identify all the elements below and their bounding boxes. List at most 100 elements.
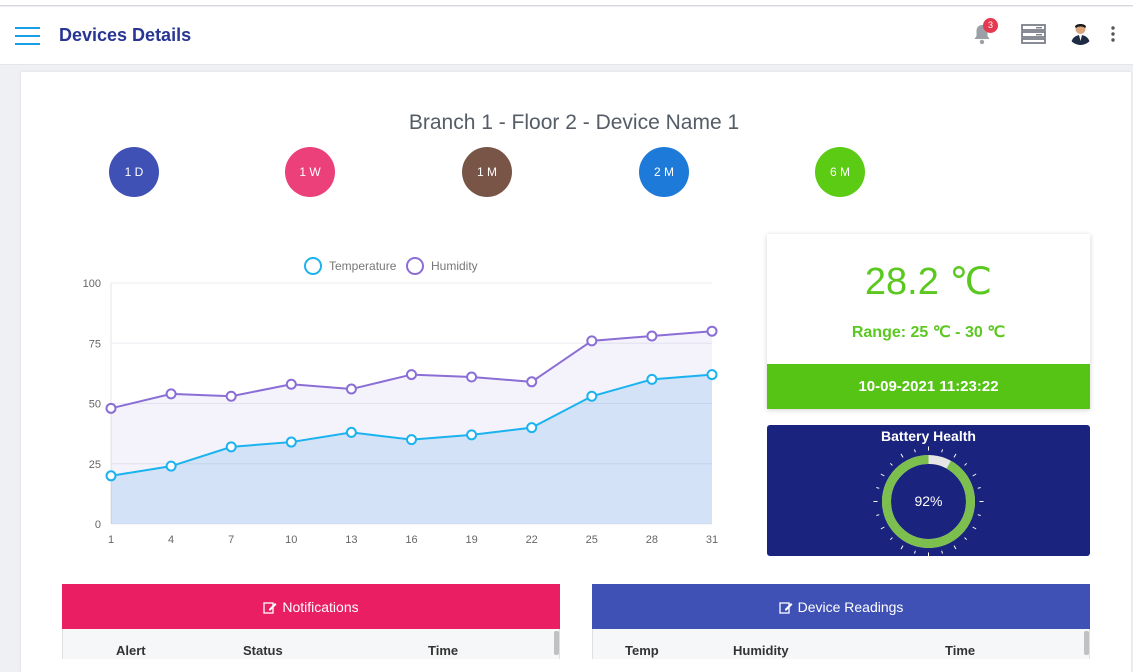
- x-tick-label: 7: [228, 534, 234, 546]
- y-tick-label: 50: [89, 399, 101, 411]
- gauge-tick: [953, 453, 957, 458]
- data-point-temperature: [285, 436, 297, 448]
- gauge-tick: [876, 487, 880, 489]
- legend-temperature-marker: [304, 257, 322, 275]
- x-tick-label: 1: [108, 534, 114, 546]
- battery-percent: 92%: [914, 493, 942, 509]
- data-point-humidity: [285, 378, 297, 390]
- gauge-tick: [964, 462, 968, 466]
- data-point-humidity: [526, 376, 538, 388]
- data-point-temperature: [466, 429, 478, 441]
- data-point-humidity: [586, 335, 598, 347]
- gauge-tick: [889, 537, 893, 541]
- data-point-temperature: [706, 369, 718, 381]
- battery-title: Battery Health: [881, 428, 976, 444]
- app-bar: Devices Details 3: [0, 7, 1133, 65]
- device-title: Branch 1 - Floor 2 - Device Name 1: [408, 111, 740, 134]
- notification-badge: 3: [983, 18, 998, 33]
- gauge-tick: [900, 545, 904, 550]
- gauge-tick: [964, 537, 968, 541]
- data-point-humidity: [165, 388, 177, 400]
- legend-temperature[interactable]: Temperature: [304, 257, 396, 275]
- avatar[interactable]: [1068, 20, 1093, 45]
- data-point-humidity: [345, 383, 357, 395]
- gauge-tick: [972, 526, 977, 530]
- gauge-ticks: [873, 446, 984, 557]
- device-readings-title: Device Readings: [797, 598, 904, 615]
- temperature-value: 28.2 ℃: [864, 261, 993, 303]
- battery-gauge: 92%: [873, 446, 984, 557]
- data-point-humidity: [225, 390, 237, 402]
- page-title: Devices Details: [59, 25, 192, 45]
- gauge-tick: [977, 514, 981, 516]
- device-readings-table: Temp Humidity Time: [592, 629, 1090, 659]
- data-point-temperature: [646, 373, 658, 385]
- data-point-temperature: [406, 434, 417, 446]
- x-tick-label: 31: [706, 534, 718, 546]
- gauge-tick: [977, 487, 981, 489]
- data-point-temperature: [225, 441, 237, 453]
- temperature-card: 28.2 ℃ Range: 25 ℃ - 30 ℃ 10-09-2021 11:…: [767, 234, 1090, 409]
- edit-icon: [263, 601, 277, 614]
- gauge-fill: [882, 455, 975, 548]
- data-point-humidity: [706, 325, 718, 337]
- gauge-tick: [889, 462, 893, 466]
- top-border: [0, 0, 1133, 6]
- data-point-humidity: [406, 369, 417, 381]
- data-point-temperature: [586, 390, 598, 402]
- gauge-tick: [900, 453, 904, 458]
- gauge-tick: [914, 550, 916, 554]
- data-point-temperature: [345, 426, 357, 438]
- menu-icon[interactable]: [15, 27, 40, 45]
- data-point-temperature: [165, 460, 177, 472]
- legend-temperature-label: Temperature: [329, 259, 397, 273]
- gauge-tick: [972, 473, 977, 477]
- notifications-header[interactable]: Notifications: [62, 584, 560, 629]
- x-tick-label: 19: [465, 534, 477, 546]
- x-tick-label: 10: [285, 534, 297, 546]
- period-6m-button[interactable]: 6 M: [815, 147, 865, 197]
- period-1d-button[interactable]: 1 D: [109, 147, 159, 197]
- gauge-tick: [941, 550, 943, 554]
- notifications-scrollbar[interactable]: [554, 631, 559, 655]
- y-tick-label: 0: [95, 519, 101, 531]
- readings-scrollbar[interactable]: [1084, 631, 1089, 655]
- data-point-humidity: [105, 402, 117, 414]
- period-1m-button[interactable]: 1 M: [462, 147, 512, 197]
- y-tick-label: 25: [89, 459, 101, 471]
- data-point-temperature: [526, 422, 538, 434]
- period-2m-button[interactable]: 2 M: [639, 147, 689, 197]
- legend-humidity[interactable]: Humidity: [406, 257, 478, 275]
- x-tick-label: 22: [526, 534, 538, 546]
- gauge-tick: [880, 526, 885, 530]
- x-tick-label: 28: [646, 534, 658, 546]
- server-icon[interactable]: [1021, 24, 1046, 44]
- y-tick-label: 100: [83, 278, 101, 290]
- temperature-range: Range: 25 ℃ - 30 ℃: [851, 324, 1006, 341]
- edit-icon: [778, 601, 793, 614]
- temperature-timestamp: 10-09-2021 11:23:22: [767, 364, 1090, 409]
- y-tick-label: 75: [89, 338, 101, 350]
- x-tick-label: 4: [168, 534, 174, 546]
- data-point-humidity: [646, 330, 658, 342]
- device-readings-header[interactable]: Device Readings: [592, 584, 1090, 629]
- line-chart: 0 25 50 75 100 1 4 7 10 13 16 19 22 25 28 31: [83, 278, 718, 546]
- x-tick-label: 13: [345, 534, 357, 546]
- notifications-table: Alert Status Time: [62, 629, 560, 659]
- series-area-humidity: [111, 331, 712, 524]
- x-tick-label: 16: [405, 534, 417, 546]
- notifications-title: Notifications: [282, 598, 359, 615]
- more-vertical-icon[interactable]: [1110, 25, 1116, 43]
- gauge-tick: [953, 545, 957, 550]
- legend-humidity-marker: [406, 257, 424, 275]
- battery-card: Battery Health 92%: [767, 425, 1090, 557]
- gauge-tick: [941, 449, 943, 453]
- data-point-humidity: [466, 371, 478, 383]
- gauge-tick: [876, 514, 880, 516]
- gauge-tick: [880, 473, 885, 477]
- data-point-temperature: [105, 470, 117, 482]
- legend-humidity-label: Humidity: [431, 259, 478, 273]
- gauge-tick: [914, 449, 916, 453]
- x-tick-label: 25: [586, 534, 598, 546]
- period-1w-button[interactable]: 1 W: [285, 147, 335, 197]
